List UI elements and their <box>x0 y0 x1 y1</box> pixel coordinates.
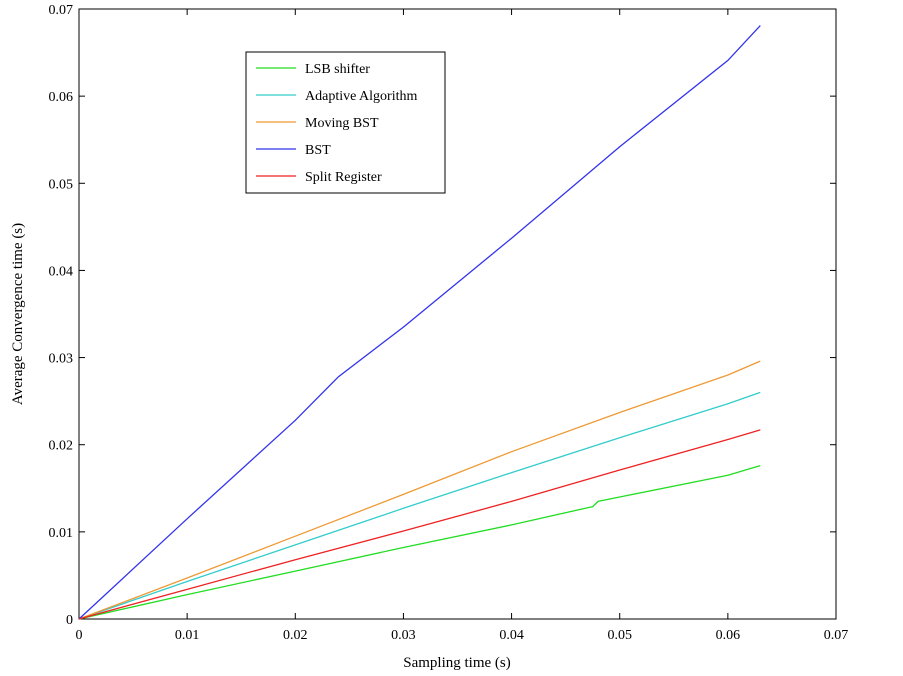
x-tick-label: 0.05 <box>607 628 632 643</box>
y-tick-label: 0.05 <box>49 177 74 192</box>
y-tick-label: 0 <box>66 613 73 628</box>
y-tick-label: 0.03 <box>49 352 74 367</box>
y-axis: 0 0.01 0.02 0.03 0.04 0.05 0.06 0.07 <box>49 3 836 628</box>
x-axis-title: Sampling time (s) <box>403 655 511 671</box>
x-axis: 0 0.01 0.02 0.03 0.04 0.05 0.06 0.07 <box>76 9 849 643</box>
y-tick-label: 0.02 <box>49 439 74 454</box>
x-tick-label: 0.02 <box>283 628 308 643</box>
series-line-moving-bst <box>78 360 761 620</box>
series-line-lsb-shifter <box>78 464 761 620</box>
x-tick-label: 0.01 <box>175 628 200 643</box>
legend-label: Split Register <box>305 170 382 185</box>
series-layer <box>78 25 761 620</box>
legend-label: LSB shifter <box>305 62 370 77</box>
legend-label: Adaptive Algorithm <box>305 89 417 104</box>
series-line-split-register <box>78 429 761 620</box>
legend-label: Moving BST <box>305 116 379 131</box>
legend-label: BST <box>305 143 331 158</box>
x-tick-label: 0.03 <box>391 628 416 643</box>
legend: LSB shifter Adaptive Algorithm Moving BST B… <box>245 51 446 194</box>
series-line-bst <box>78 25 761 620</box>
y-axis-title: Average Convergence time (s) <box>10 223 26 405</box>
plot-area <box>78 8 837 620</box>
x-tick-label: 0 <box>76 628 83 643</box>
y-tick-label: 0.06 <box>49 90 74 105</box>
y-tick-label: 0.07 <box>49 3 74 18</box>
x-tick-label: 0.04 <box>499 628 524 643</box>
series-line-adaptive-algorithm <box>78 391 761 620</box>
y-tick-label: 0.04 <box>49 264 74 279</box>
y-tick-label: 0.01 <box>49 526 74 541</box>
x-tick-label: 0.07 <box>824 628 849 643</box>
x-tick-label: 0.06 <box>716 628 741 643</box>
